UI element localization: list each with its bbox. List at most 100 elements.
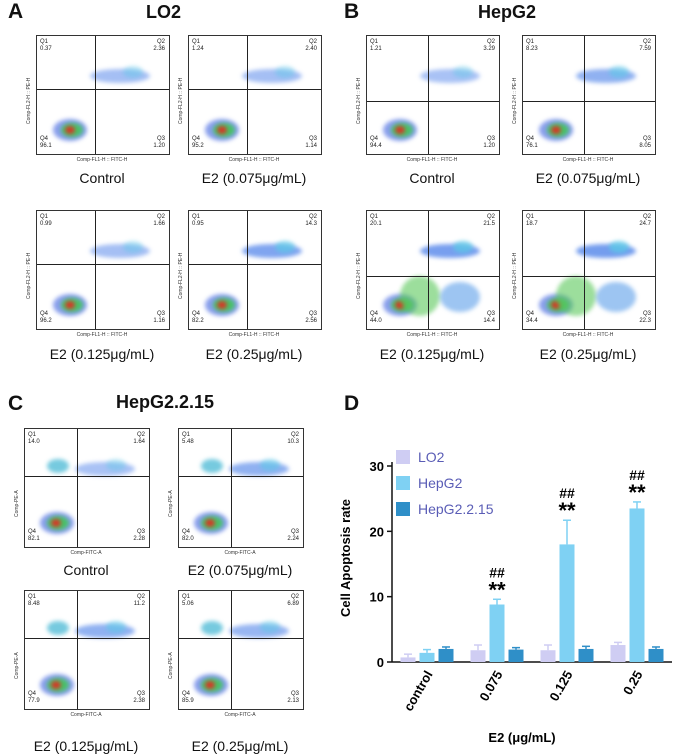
cell-cluster: [394, 300, 405, 309]
quadrant-value: 2.24: [287, 536, 299, 542]
quadrant-value: 20.1: [370, 221, 382, 227]
quadrant-label: Q4: [526, 311, 535, 317]
quadrant-label: Q1: [28, 594, 37, 600]
quadrant-value: 14.0: [28, 439, 40, 445]
x-tick-label: 0.125: [546, 668, 575, 704]
quadrant-label: Q2: [486, 214, 495, 220]
cell-cluster: [259, 620, 280, 633]
quadrant-label: Q3: [290, 691, 299, 697]
bar-hepg2215-0: [438, 648, 454, 662]
cell-cluster: [47, 620, 70, 635]
quadrant-label: Q3: [642, 136, 651, 142]
bar-hepg2-3: [629, 508, 645, 662]
flow-plot-b-1: Q1 1.21 Q2 3.29 Q3 1.20 Q4 94.4: [366, 35, 500, 155]
quadrant-label: Q4: [28, 691, 37, 697]
quadrant-q1: Q1 1.21: [370, 39, 382, 53]
flow-plot-caption: E2 (0.075μg/mL): [201, 170, 307, 186]
flow-plot-a-2: Q1 1.24 Q2 2.40 Q3 1.14 Q4 95.2: [188, 35, 322, 155]
quadrant-q2: Q2 14.3: [305, 214, 317, 228]
flow-x-axis-label: Comp-FL1-H :: FITC-H: [406, 332, 458, 338]
quadrant-q3: Q3 22.3: [639, 311, 651, 325]
quadrant-value: 2.36: [153, 46, 165, 52]
flow-plot-c-1: Q1 14.0 Q2 1.64 Q3 2.28 Q4 82.1: [24, 428, 150, 548]
quadrant-value: 14.4: [483, 318, 495, 324]
quadrant-value: 3.29: [483, 46, 495, 52]
quadrant-label: Q2: [642, 214, 651, 220]
cell-cluster: [51, 680, 62, 689]
quadrant-q2: Q2 2.36: [153, 39, 165, 53]
flow-plot-b-3: Q1 20.1 Q2 21.5 Q3 14.4 Q4 44.0: [366, 210, 500, 330]
flow-y-axis-label: Comp-FL2-H :: PE-H: [26, 77, 32, 124]
quadrant-value: 96.1: [40, 143, 52, 149]
cell-cluster: [595, 281, 636, 312]
bar-hepg2-0: [419, 652, 435, 662]
flow-y-axis-label: Comp-FL2-H :: PE-H: [356, 252, 362, 299]
quadrant-gate-horizontal: [189, 264, 321, 266]
quadrant-value: 77.9: [28, 698, 40, 704]
cell-cluster: [419, 69, 480, 84]
cell-cluster: [216, 300, 227, 309]
quadrant-gate-vertical: [231, 429, 233, 547]
cell-cluster: [89, 69, 150, 84]
quadrant-label: Q4: [192, 136, 201, 142]
quadrant-gate-vertical: [583, 211, 585, 329]
quadrant-gate-horizontal: [179, 638, 303, 640]
cell-cluster: [122, 65, 143, 78]
quadrant-q2: Q2 6.89: [287, 594, 299, 608]
quadrant-value: 2.13: [287, 698, 299, 704]
quadrant-label: Q4: [40, 136, 49, 142]
cell-cluster: [550, 125, 561, 134]
quadrant-value: 7.59: [639, 46, 651, 52]
cell-cluster: [74, 462, 135, 477]
flow-plot-a-4: Q1 0.95 Q2 14.3 Q3 2.56 Q4 82.2: [188, 210, 322, 330]
quadrant-gate-horizontal: [25, 476, 149, 478]
flow-plot-c-3: Q1 8.48 Q2 11.2 Q3 2.38 Q4 77.9: [24, 590, 150, 710]
cell-cluster: [47, 458, 70, 473]
quadrant-q2: Q2 1.64: [133, 432, 145, 446]
quadrant-label: Q1: [192, 214, 201, 220]
quadrant-q1: Q1 14.0: [28, 432, 40, 446]
quadrant-q3: Q3 2.56: [305, 311, 317, 325]
flow-y-axis-label: Comp-FL2-H :: PE-H: [26, 252, 32, 299]
flow-plot-caption: E2 (0.075μg/mL): [535, 170, 641, 186]
cell-cluster: [556, 275, 596, 316]
cell-cluster: [51, 518, 62, 527]
cell-cluster: [400, 275, 440, 316]
significance-star: **: [628, 480, 646, 505]
quadrant-q4: Q4 94.4: [370, 136, 382, 150]
quadrant-q2: Q2 7.59: [639, 39, 651, 53]
cell-cluster: [452, 65, 473, 78]
legend-swatch: [396, 502, 410, 516]
quadrant-q3: Q3 1.14: [305, 136, 317, 150]
quadrant-gate-vertical: [427, 36, 429, 154]
quadrant-value: 18.7: [526, 221, 538, 227]
quadrant-gate-horizontal: [367, 275, 499, 277]
y-tick-label: 30: [370, 459, 384, 474]
flow-plot-c-4: Q1 5.06 Q2 6.89 Q3 2.13 Q4 85.9: [178, 590, 304, 710]
quadrant-value: 2.38: [133, 698, 145, 704]
quadrant-gate-vertical: [247, 36, 249, 154]
significance-hash: ##: [629, 467, 645, 483]
flow-plot-c-2: Q1 5.48 Q2 10.3 Q3 2.24 Q4 82.0: [178, 428, 304, 548]
bar-hepg2215-3: [648, 648, 664, 662]
cell-cluster: [228, 462, 289, 477]
quadrant-value: 24.7: [639, 221, 651, 227]
quadrant-value: 8.05: [639, 143, 651, 149]
quadrant-gate-horizontal: [367, 100, 499, 102]
quadrant-label: Q3: [136, 691, 145, 697]
cell-cluster: [64, 300, 75, 309]
quadrant-label: Q2: [136, 594, 145, 600]
quadrant-gate-vertical: [77, 591, 79, 709]
x-tick-label: 0.25: [620, 668, 646, 697]
cell-cluster: [394, 125, 405, 134]
flow-x-axis-label: Comp-FL1-H :: FITC-H: [76, 157, 128, 163]
quadrant-label: Q1: [526, 39, 535, 45]
quadrant-label: Q2: [308, 214, 317, 220]
quadrant-label: Q3: [156, 311, 165, 317]
bar-hepg2-1: [489, 604, 505, 662]
quadrant-q3: Q3 14.4: [483, 311, 495, 325]
flow-x-axis-label: Comp-FL1-H :: FITC-H: [562, 332, 614, 338]
quadrant-label: Q1: [370, 39, 379, 45]
flow-plot-caption: E2 (0.25μg/mL): [191, 738, 289, 754]
